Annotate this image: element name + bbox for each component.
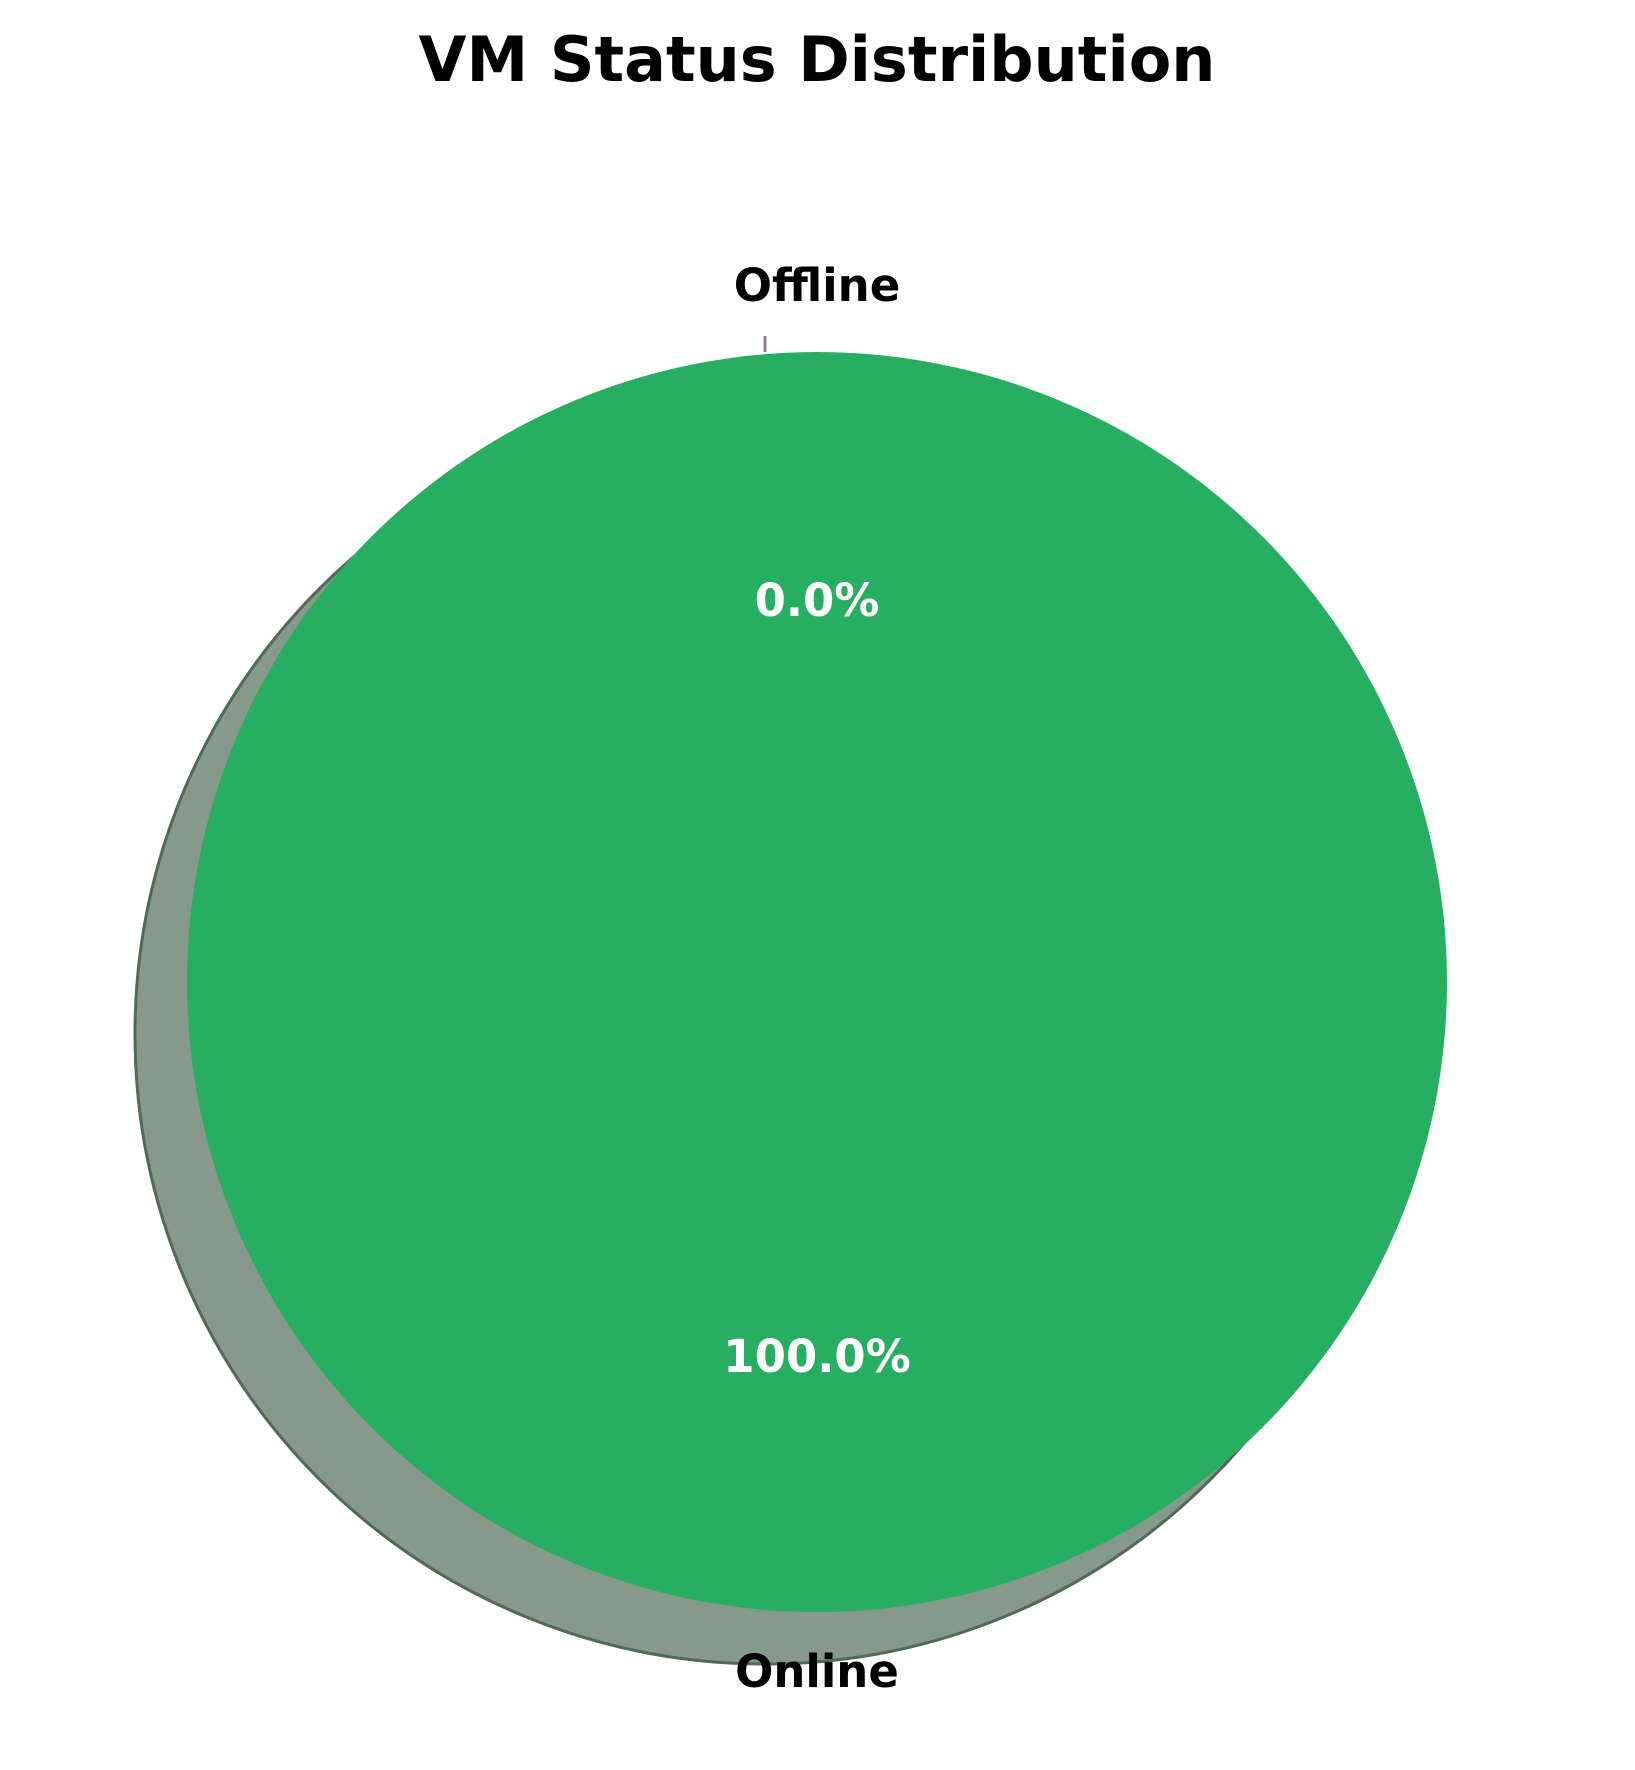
slice-label-offline: Offline [734, 259, 900, 312]
pie-labels: Online 100.0% Offline 0.0% [723, 259, 910, 1698]
pie-slices [187, 336, 1447, 1612]
percent-label-offline: 0.0% [755, 574, 880, 627]
chart-title: VM Status Distribution [419, 23, 1216, 96]
pie-slice-online [187, 352, 1447, 1612]
slice-label-online: Online [735, 1645, 899, 1698]
percent-label-online: 100.0% [723, 1330, 910, 1383]
